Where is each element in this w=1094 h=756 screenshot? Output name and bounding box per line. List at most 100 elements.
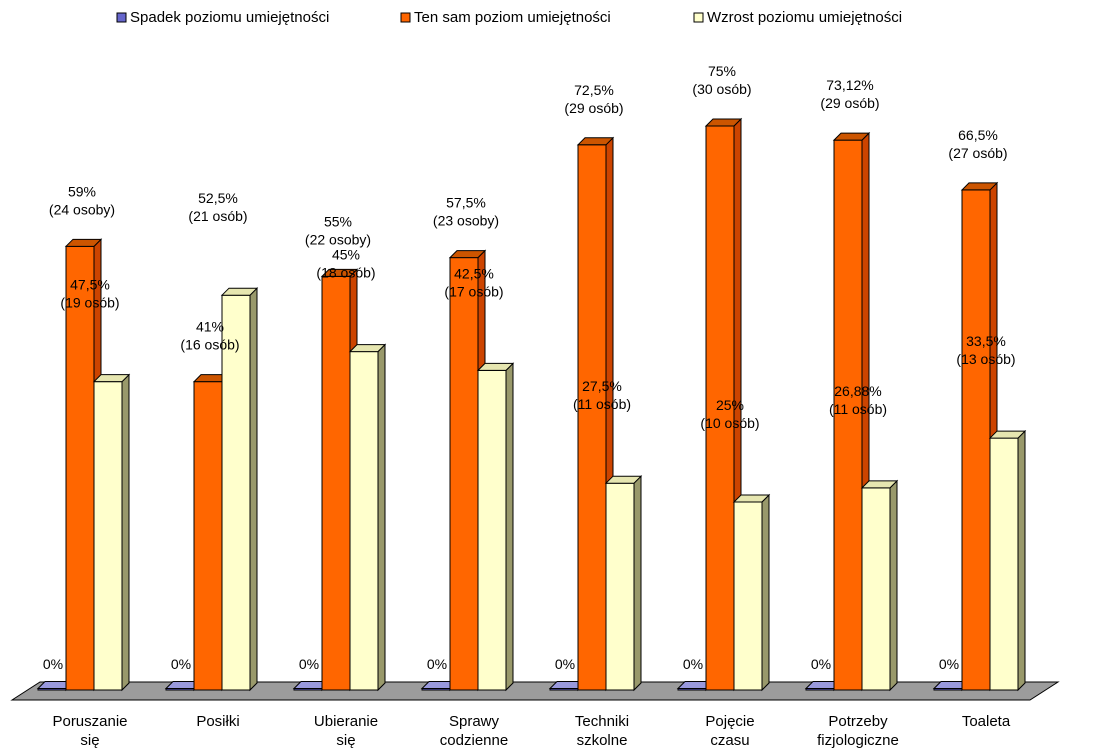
data-label-1-7-1: (27 osób) <box>948 145 1007 161</box>
bar-front <box>861 487 891 691</box>
bar-front <box>349 351 379 691</box>
bar-front <box>321 275 351 691</box>
bar-top <box>448 250 487 259</box>
bar-top <box>64 238 103 247</box>
bar-top <box>960 182 999 191</box>
bar-side <box>377 343 386 692</box>
data-labels: 0% 0% 0% 0% 0% 0% 0% 0% 59% (24 osoby) 41% (16 osób… <box>43 63 1016 672</box>
bar-top <box>476 362 515 371</box>
data-label-0-3-0: 0% <box>427 656 447 672</box>
data-label-1-4-1: (29 osób) <box>564 100 623 116</box>
data-label-1-1-1: (16 osób) <box>180 337 239 353</box>
data-label-1-7-0: 66,5% <box>958 127 998 143</box>
bar-2-4 <box>604 474 643 692</box>
bar-2-3 <box>476 362 515 692</box>
bar-top <box>220 287 259 296</box>
bar-top <box>860 480 899 489</box>
data-label-1-2-0: 55% <box>324 213 352 229</box>
data-label-0-4-0: 0% <box>555 656 575 672</box>
bar-front <box>961 189 991 691</box>
bar-side <box>249 286 258 692</box>
x-tick-label-6-0: Potrzeby <box>828 713 888 730</box>
x-tick-label-3-0: Sprawy <box>449 713 500 730</box>
x-tick-label-2-0: Ubieranie <box>314 713 378 730</box>
x-tick-label-1-0: Posiłki <box>196 713 239 730</box>
data-label-2-4-1: (11 osób) <box>573 396 631 412</box>
bar-top <box>92 374 131 383</box>
bar-side <box>505 362 514 692</box>
bar-front <box>833 139 863 691</box>
bar-front <box>989 437 1019 691</box>
bar-top <box>704 118 743 127</box>
bar-front <box>65 245 95 691</box>
bar-2-0 <box>92 373 131 692</box>
legend-label-0: Spadek poziomu umiejętności <box>130 9 329 26</box>
data-label-2-2-0: 45% <box>332 247 360 263</box>
bar-top <box>604 475 643 484</box>
bar-top <box>576 137 615 146</box>
bar-2-1 <box>220 286 259 692</box>
bar-front <box>477 369 507 691</box>
bar-side <box>121 373 130 692</box>
bar-top <box>348 344 387 353</box>
data-label-2-3-0: 42,5% <box>454 265 494 281</box>
bar-2-2 <box>348 343 387 692</box>
bar-front <box>577 144 607 691</box>
x-tick-label-5-1: czasu <box>710 732 749 749</box>
x-tick-label-5-0: Pojęcie <box>705 713 754 730</box>
bar-front <box>605 482 635 691</box>
x-tick-label-3-1: codzienne <box>440 732 508 749</box>
x-tick-label-0-1: się <box>80 732 99 749</box>
data-label-1-2-1: (22 osoby) <box>305 231 371 247</box>
bar-1-7 <box>960 181 999 692</box>
data-label-2-5-0: 25% <box>716 397 744 413</box>
data-label-2-1-1: (21 osób) <box>188 208 247 224</box>
bar-front <box>193 381 223 691</box>
data-label-0-0-0: 0% <box>43 656 63 672</box>
data-label-1-3-1: (23 osoby) <box>433 213 499 229</box>
x-tick-label-7-0: Toaleta <box>962 713 1011 730</box>
bars <box>36 117 1027 692</box>
x-tick-label-6-1: fizjologiczne <box>817 732 899 749</box>
data-label-1-6-1: (29 osób) <box>820 95 879 111</box>
bar-side <box>1017 429 1026 692</box>
floor-plane <box>10 681 1060 701</box>
x-axis: Poruszanie się Posiłki Ubieranie się Sprawy co… <box>52 713 1010 749</box>
data-label-2-0-1: (19 osób) <box>60 295 119 311</box>
data-label-1-5-0: 75% <box>708 63 736 79</box>
legend: Spadek poziomu umiejętności Ten sam pozio… <box>116 9 902 26</box>
data-label-2-5-1: (10 osób) <box>700 415 759 431</box>
bar-side <box>889 479 898 692</box>
bar-2-7 <box>988 429 1027 692</box>
data-label-0-5-0: 0% <box>683 656 703 672</box>
data-label-1-3-0: 57,5% <box>446 195 486 211</box>
bar-front <box>449 257 479 691</box>
data-label-1-0-0: 59% <box>68 183 96 199</box>
data-label-0-7-0: 0% <box>939 656 959 672</box>
data-label-2-7-1: (13 osób) <box>956 351 1015 367</box>
data-label-0-6-0: 0% <box>811 656 831 672</box>
chart-floor <box>10 681 1060 701</box>
legend-label-2: Wzrost poziomu umiejętności <box>707 9 902 26</box>
bar-front <box>221 294 251 691</box>
data-label-2-4-0: 27,5% <box>582 378 622 394</box>
data-label-1-6-0: 73,12% <box>826 77 873 93</box>
bar-front <box>733 501 763 691</box>
data-label-2-6-0: 26,88% <box>834 383 881 399</box>
bar-2-6 <box>860 479 899 692</box>
data-label-1-5-1: (30 osób) <box>692 81 751 97</box>
data-label-2-6-1: (11 osób) <box>829 401 887 417</box>
data-label-2-0-0: 47,5% <box>70 277 110 293</box>
legend-swatch-2 <box>693 12 704 23</box>
bar-front <box>93 381 123 691</box>
data-label-0-2-0: 0% <box>299 656 319 672</box>
x-tick-label-2-1: się <box>336 732 355 749</box>
data-label-2-7-0: 33,5% <box>966 333 1006 349</box>
x-tick-label-0-0: Poruszanie <box>52 713 127 730</box>
data-label-0-1-0: 0% <box>171 656 191 672</box>
x-tick-label-4-0: Techniki <box>575 713 629 730</box>
bar-top <box>320 268 359 277</box>
data-label-2-2-1: (18 osób) <box>316 265 375 281</box>
data-label-1-4-0: 72,5% <box>574 82 614 98</box>
